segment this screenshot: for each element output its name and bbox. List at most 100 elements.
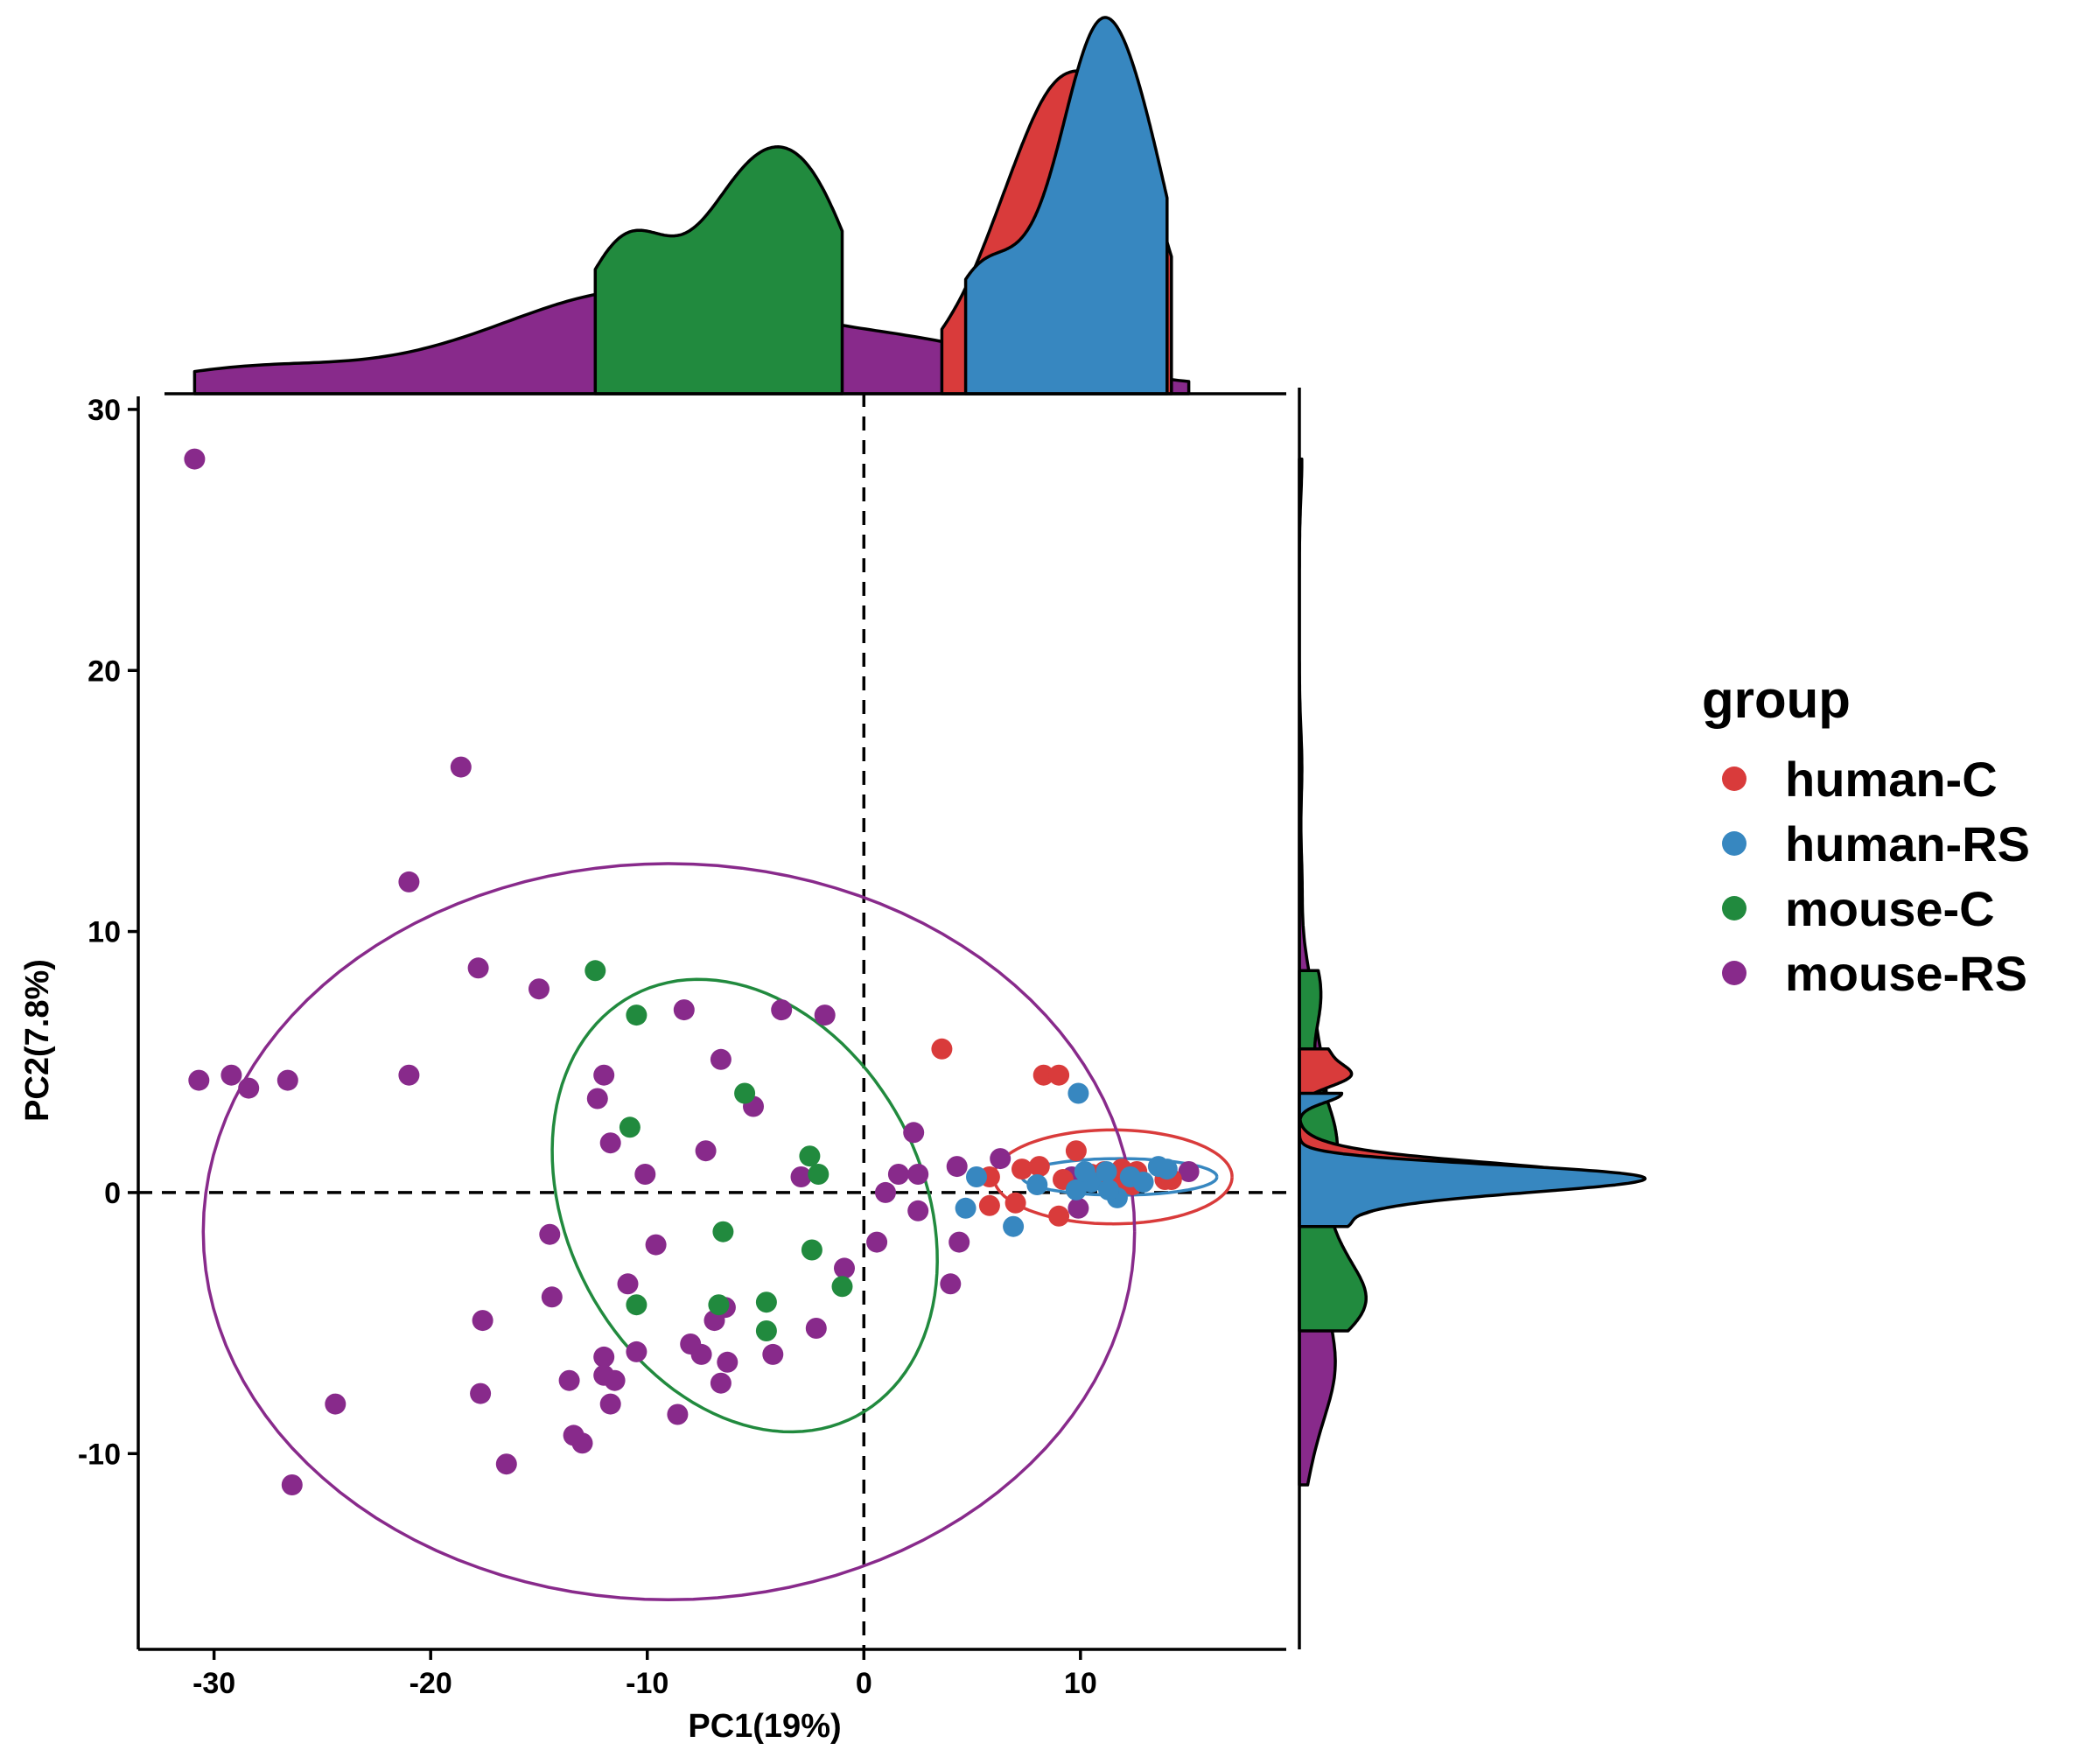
y-tick-label: 30 <box>88 394 121 427</box>
point-mouse-RS <box>599 1393 621 1415</box>
point-human-C <box>1004 1192 1026 1214</box>
point-mouse-RS <box>220 1064 242 1086</box>
point-mouse-RS <box>717 1351 738 1373</box>
scatter-points <box>184 448 1200 1495</box>
point-mouse-RS <box>593 1064 615 1086</box>
point-human-RS <box>1074 1161 1096 1182</box>
legend-label-mouse-RS: mouse-RS <box>1785 946 2027 1001</box>
scatter-panel: -30 -20 -10 0 10 30 20 10 0 -10 <box>78 393 1286 1700</box>
ellipse-mouse-C <box>550 977 939 1434</box>
x-tick-label: -10 <box>626 1667 668 1700</box>
point-mouse-RS <box>184 448 206 470</box>
legend-label-mouse-C: mouse-C <box>1785 881 1995 936</box>
point-mouse-RS <box>558 1369 580 1391</box>
point-mouse-RS <box>188 1069 210 1091</box>
point-mouse-RS <box>790 1166 812 1187</box>
top-density-mouse-C <box>593 145 844 396</box>
point-human-RS <box>1068 1082 1089 1104</box>
x-axis-ticks: -30 -20 -10 0 10 <box>192 1649 1097 1700</box>
point-mouse-RS <box>710 1372 732 1394</box>
point-mouse-RS <box>710 1048 732 1070</box>
point-mouse-RS <box>604 1369 626 1391</box>
point-human-RS <box>1132 1172 1154 1193</box>
legend: group human-C human-RS mouse-C mouse-RS <box>1702 670 2030 1001</box>
point-mouse-RS <box>1068 1197 1089 1219</box>
legend-key-mouse-RS <box>1722 961 1746 985</box>
point-mouse-RS <box>626 1340 648 1362</box>
point-mouse-RS <box>528 978 550 1000</box>
ellipse-mouse-RS <box>201 862 1137 1602</box>
point-human-C <box>1048 1064 1070 1086</box>
point-mouse-RS <box>990 1148 1012 1170</box>
point-mouse-RS <box>325 1393 346 1415</box>
point-mouse-C <box>584 960 606 982</box>
point-mouse-RS <box>805 1318 827 1339</box>
x-axis-title: PC1(19%) <box>688 1708 841 1745</box>
x-tick-label: 10 <box>1064 1667 1097 1700</box>
y-tick-label: -10 <box>78 1438 121 1471</box>
x-tick-label: -30 <box>192 1667 235 1700</box>
point-mouse-C <box>626 1004 648 1026</box>
point-mouse-RS <box>593 1346 615 1368</box>
point-mouse-RS <box>398 871 420 892</box>
point-mouse-RS <box>814 1004 836 1026</box>
point-mouse-C <box>755 1292 777 1313</box>
point-human-C <box>931 1038 953 1060</box>
point-human-RS <box>955 1197 976 1219</box>
point-mouse-RS <box>541 1286 563 1308</box>
point-mouse-RS <box>948 1231 970 1253</box>
point-human-C <box>1032 1064 1054 1086</box>
point-mouse-RS <box>467 957 489 979</box>
point-human-RS <box>1003 1215 1025 1237</box>
point-mouse-C <box>626 1294 648 1316</box>
point-mouse-RS <box>472 1310 494 1332</box>
point-mouse-RS <box>470 1382 492 1404</box>
y-tick-label: 20 <box>88 654 121 688</box>
top-density-panel <box>164 16 1286 396</box>
point-mouse-RS <box>617 1273 639 1295</box>
legend-label-human-RS: human-RS <box>1785 816 2030 872</box>
right-density-panel <box>1298 388 1647 1649</box>
point-mouse-RS <box>940 1273 962 1295</box>
point-mouse-RS <box>762 1343 784 1365</box>
point-mouse-RS <box>450 756 472 778</box>
point-mouse-RS <box>599 1132 621 1154</box>
point-mouse-RS <box>907 1200 929 1222</box>
point-mouse-C <box>619 1116 640 1138</box>
point-mouse-RS <box>398 1064 420 1086</box>
legend-label-human-C: human-C <box>1785 752 1998 807</box>
point-mouse-RS <box>875 1181 896 1203</box>
point-mouse-RS <box>586 1088 608 1110</box>
legend-key-mouse-C <box>1722 896 1746 920</box>
point-mouse-RS <box>690 1343 712 1365</box>
x-tick-label: -20 <box>410 1667 452 1700</box>
right-density-human-RS <box>1298 1091 1647 1228</box>
point-mouse-RS <box>946 1156 968 1178</box>
legend-key-human-RS <box>1722 831 1746 856</box>
point-mouse-RS <box>771 999 793 1021</box>
y-axis-title: PC2(7.8%) <box>19 959 56 1122</box>
point-mouse-C <box>708 1294 730 1316</box>
point-human-C <box>1012 1158 1032 1180</box>
y-tick-label: 0 <box>104 1177 121 1210</box>
point-human-RS <box>1156 1158 1178 1180</box>
point-mouse-RS <box>834 1257 855 1279</box>
point-human-C <box>1065 1140 1087 1162</box>
point-mouse-RS <box>1178 1161 1200 1182</box>
point-mouse-RS <box>903 1122 925 1144</box>
point-mouse-RS <box>634 1164 656 1185</box>
point-mouse-RS <box>276 1069 298 1091</box>
point-mouse-RS <box>645 1234 667 1256</box>
point-human-C <box>1028 1156 1050 1178</box>
point-mouse-RS <box>281 1474 303 1495</box>
point-mouse-RS <box>539 1223 561 1245</box>
point-mouse-RS <box>866 1231 888 1253</box>
y-tick-label: 10 <box>88 916 121 949</box>
point-mouse-C <box>755 1320 777 1341</box>
legend-title: group <box>1702 670 1851 729</box>
point-mouse-RS <box>495 1453 517 1475</box>
point-mouse-C <box>712 1221 734 1242</box>
point-mouse-RS <box>238 1077 260 1099</box>
point-mouse-C <box>831 1276 853 1298</box>
y-axis-ticks: 30 20 10 0 -10 <box>78 394 138 1471</box>
